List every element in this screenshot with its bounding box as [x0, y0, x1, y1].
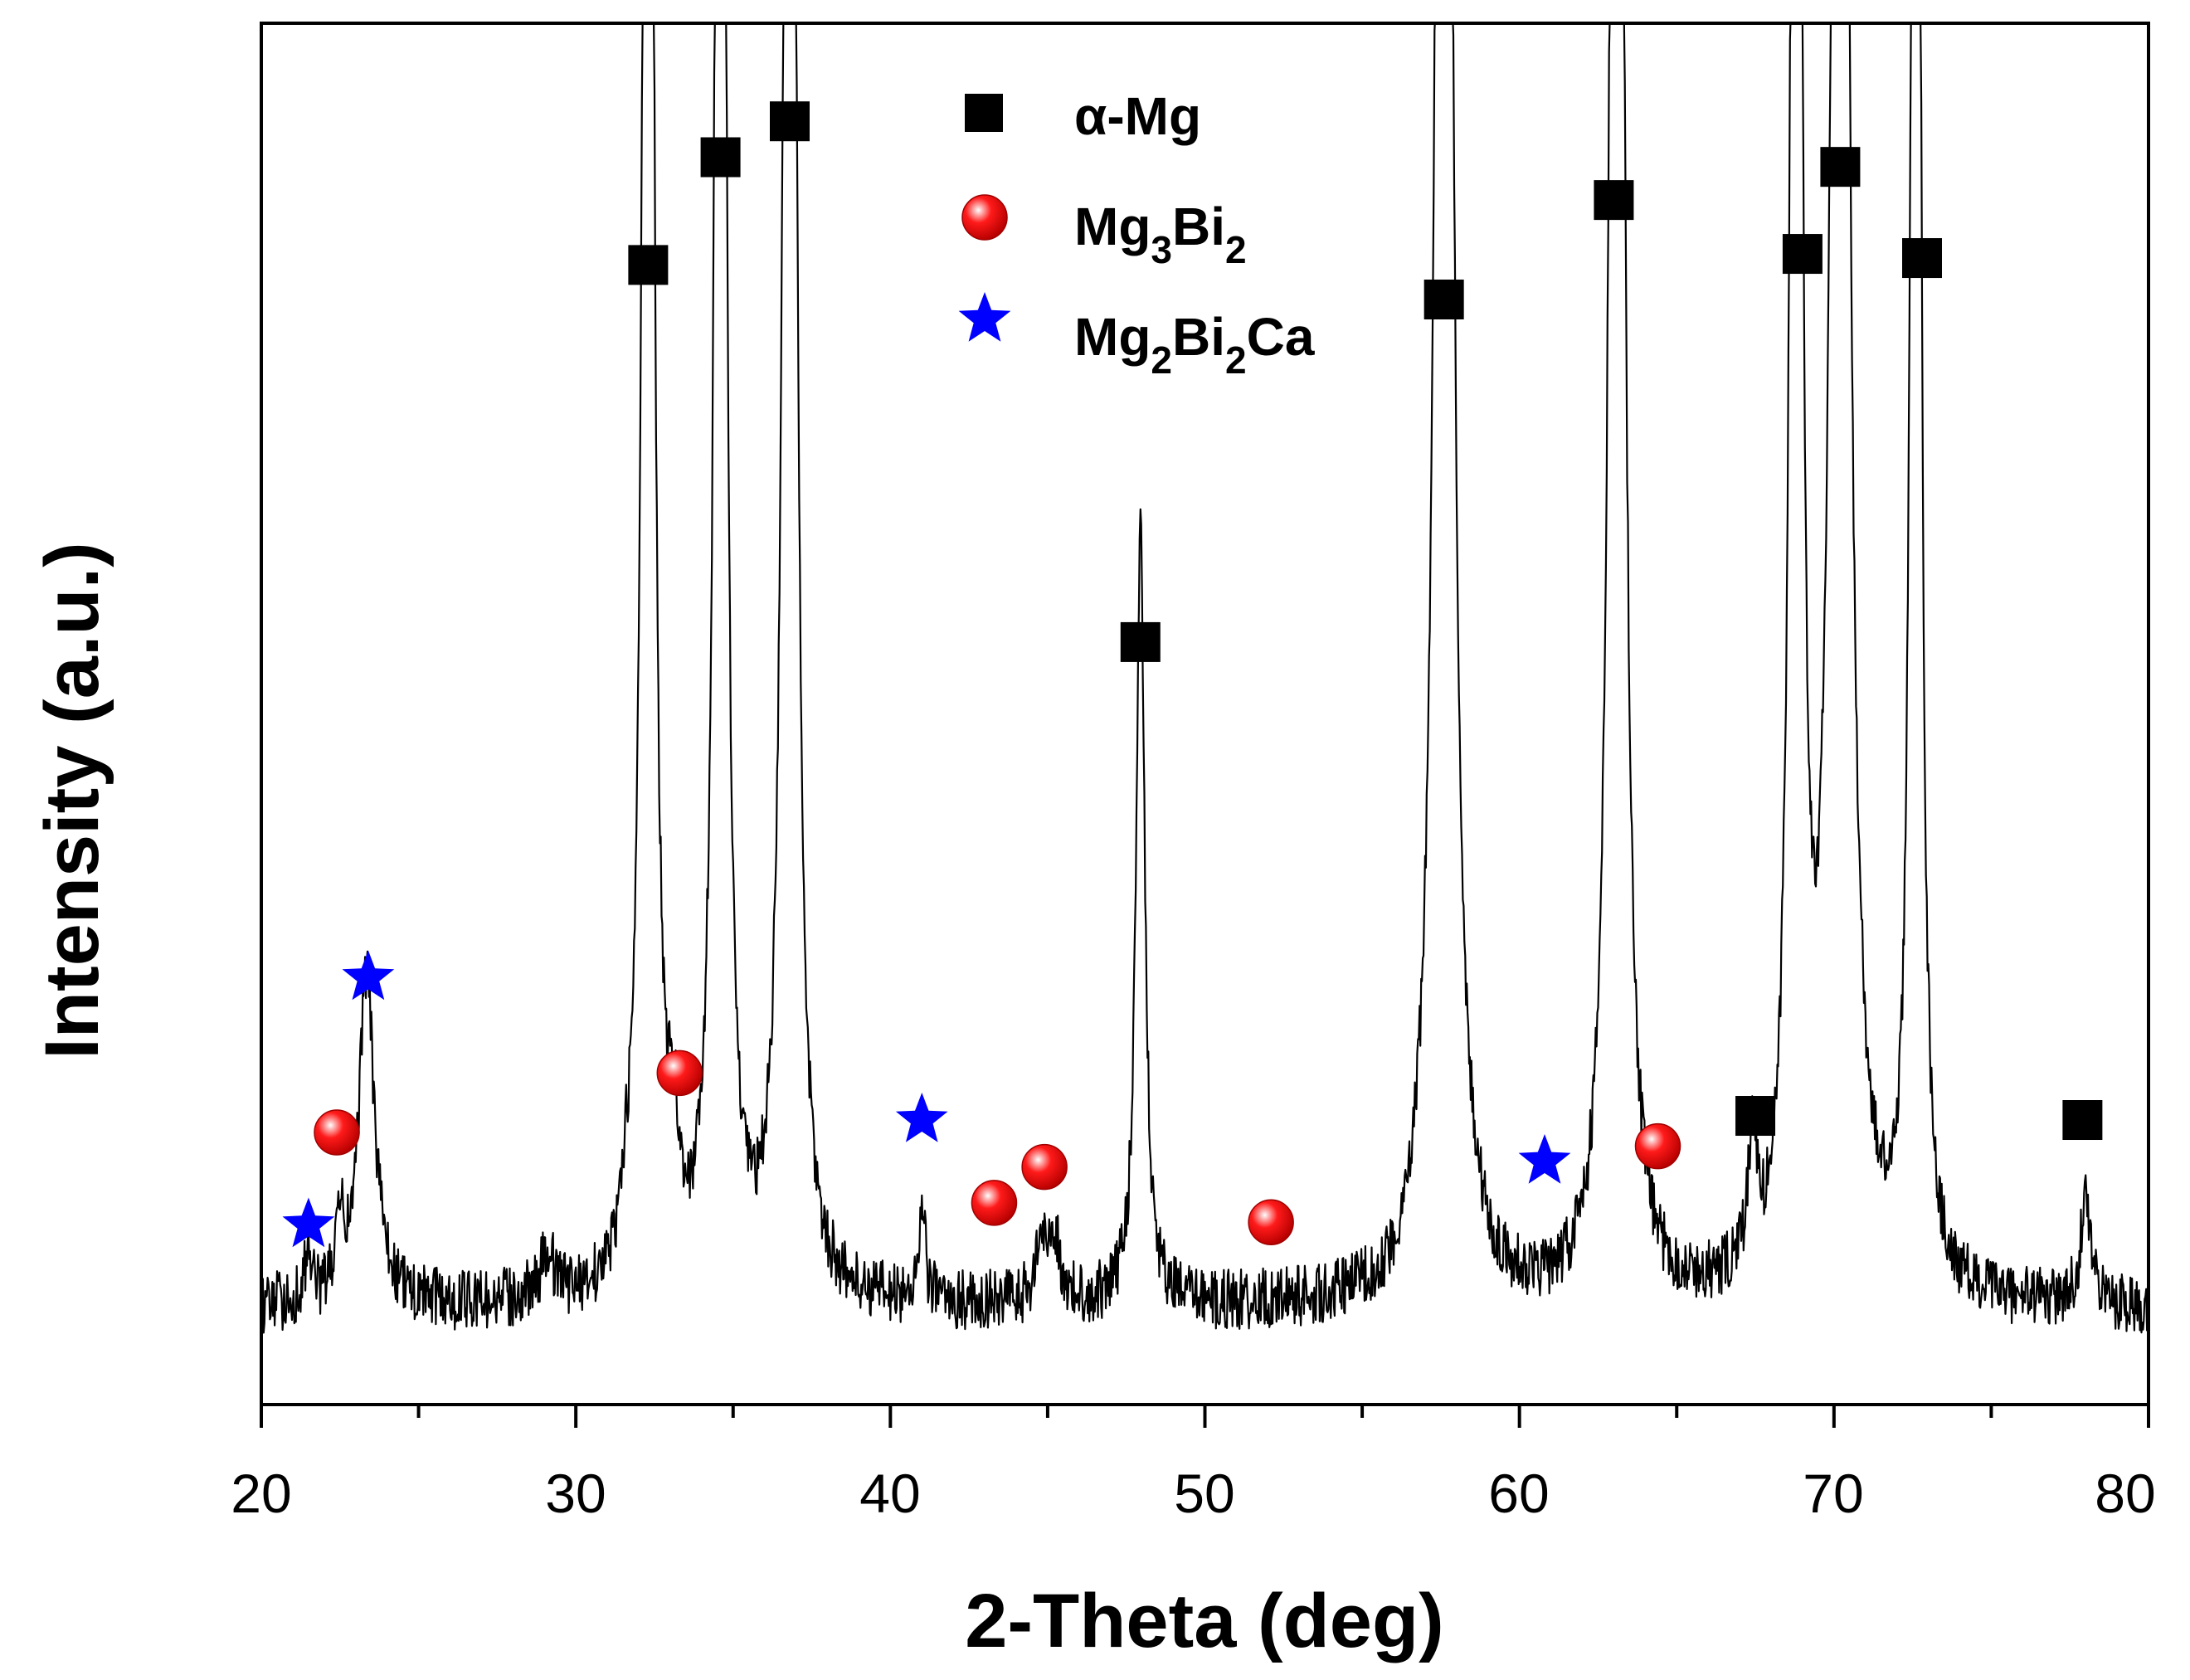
mg3bi2-sphere-marker — [971, 1180, 1018, 1226]
alpha-mg-square-marker — [1594, 180, 1634, 221]
legend-label-mg3bi2: Mg3Bi2 — [1074, 197, 1247, 271]
mg3bi2-sphere-marker — [656, 1049, 703, 1097]
x-axis-minor-ticks — [416, 1405, 1993, 1418]
mg3bi2-sphere-marker — [1248, 1199, 1294, 1245]
x-tick-label-80: 80 — [2095, 1463, 2155, 1524]
x-tick-label-30: 30 — [545, 1463, 606, 1524]
mg2bi2ca-star-marker — [1518, 1134, 1571, 1184]
x-tick-label-70: 70 — [1803, 1463, 1863, 1524]
alpha-mg-square-marker — [1782, 234, 1823, 275]
alpha-mg-square-marker — [2062, 1100, 2103, 1141]
mg2bi2ca-star-marker — [342, 950, 395, 1001]
legend-label-mg2bi2ca: Mg2Bi2Ca — [1074, 307, 1315, 382]
alpha-mg-square-marker — [1820, 147, 1861, 187]
x-axis-major-ticks — [260, 1405, 2150, 1428]
xrd-intensity-trace — [261, 23, 2149, 1334]
alpha-mg-square-marker — [700, 137, 741, 178]
legend-label-alpha-mg: α-Mg — [1074, 86, 1201, 146]
x-tick-label-50: 50 — [1174, 1463, 1234, 1524]
legend: α-Mg Mg3Bi2 Mg2Bi2Ca — [958, 86, 1315, 382]
mg3bi2-sphere-marker — [1021, 1143, 1068, 1191]
alpha-mg-square-marker — [1120, 621, 1161, 662]
x-tick-label-60: 60 — [1488, 1463, 1549, 1524]
legend-square-marker — [965, 94, 1003, 132]
x-tick-label-20: 20 — [231, 1463, 291, 1524]
x-tick-label-40: 40 — [859, 1463, 920, 1524]
x-tick-labels: 20 30 40 50 60 70 80 — [231, 1463, 2155, 1524]
legend-entry-alpha-mg: α-Mg — [965, 86, 1201, 146]
alpha-mg-square-marker — [770, 101, 810, 142]
legend-entry-mg3bi2: Mg3Bi2 — [961, 194, 1247, 271]
alpha-mg-square-marker — [628, 245, 669, 285]
legend-star-marker — [958, 292, 1011, 342]
alpha-mg-square-marker — [1424, 280, 1464, 319]
mg2bi2ca-star-marker — [895, 1093, 948, 1142]
x-axis-title: 2-Theta (deg) — [965, 1579, 1444, 1663]
alpha-mg-square-marker — [1902, 238, 1942, 279]
mg3bi2-sphere-marker — [1634, 1122, 1681, 1170]
legend-entry-mg2bi2ca: Mg2Bi2Ca — [958, 292, 1315, 382]
mg3bi2-sphere-marker — [314, 1109, 360, 1156]
mg2bi2ca-star-marker — [282, 1197, 335, 1248]
plot-frame — [260, 22, 2150, 1406]
y-axis-title: Intensity (a.u.) — [30, 542, 114, 1059]
legend-sphere-marker — [961, 194, 1008, 241]
phase-markers — [282, 101, 2103, 1248]
alpha-mg-square-marker — [1735, 1096, 1776, 1137]
